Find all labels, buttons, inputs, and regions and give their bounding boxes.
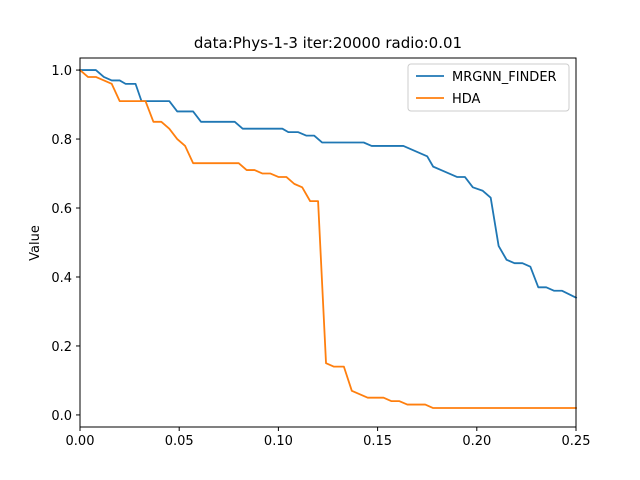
chart-title: data:Phys-1-3 iter:20000 radio:0.01 — [194, 34, 462, 52]
legend: MRGNN_FINDER HDA — [407, 63, 570, 112]
x-tick-label: 0.00 — [66, 434, 95, 449]
y-tick-label: 0.0 — [51, 409, 72, 424]
y-axis-label: Value — [28, 225, 43, 261]
x-tick-label: 0.05 — [165, 434, 194, 449]
x-tick-label: 0.10 — [264, 434, 293, 449]
series-line-1 — [78, 68, 577, 409]
x-tick-label: 0.20 — [462, 434, 491, 449]
legend-box — [407, 63, 570, 112]
y-tick-label: 1.0 — [51, 64, 72, 79]
y-tick-label: 0.8 — [51, 133, 72, 148]
series-line-0 — [79, 69, 578, 299]
plot-area — [78, 68, 578, 409]
x-tick-label: 0.15 — [363, 434, 392, 449]
legend-label: MRGNN_FINDER — [452, 70, 557, 85]
x-tick-label: 0.25 — [562, 434, 591, 449]
plot-frame — [79, 57, 577, 428]
y-tick-label: 0.2 — [51, 340, 72, 355]
y-tick-label: 0.4 — [51, 271, 72, 286]
legend-label: HDA — [452, 92, 481, 107]
y-tick-label: 0.6 — [51, 202, 72, 217]
axes: 0.00 0.05 0.10 0.15 0.20 0.25 0.0 0.2 0.4 0.6 0.8 1… — [51, 57, 591, 449]
